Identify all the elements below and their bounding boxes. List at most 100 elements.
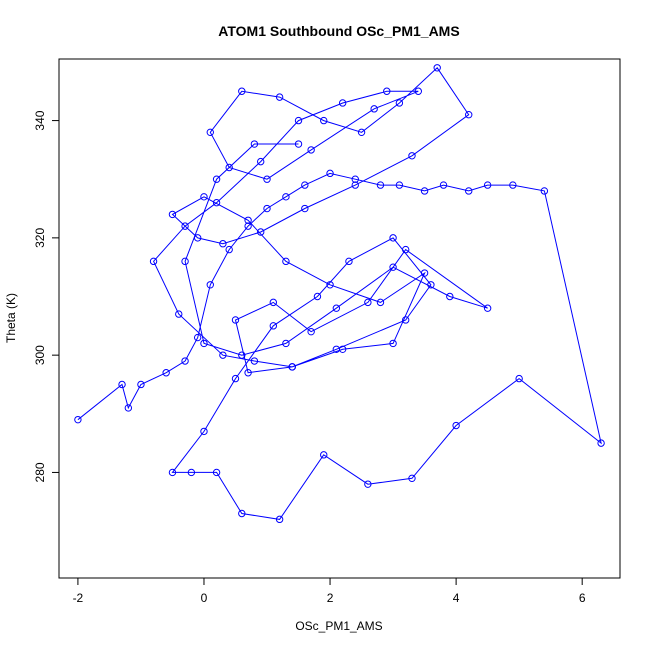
data-point <box>313 292 322 301</box>
data-point <box>137 380 145 389</box>
data-point <box>483 181 492 189</box>
data-point <box>433 64 441 72</box>
data-point <box>376 298 385 307</box>
x-axis: -2 0 2 4 6 <box>73 578 586 605</box>
data-point <box>118 380 126 389</box>
data-point <box>269 322 278 330</box>
y-axis-label: Theta (K) <box>4 293 18 343</box>
data-point <box>301 181 309 189</box>
data-point <box>465 111 473 119</box>
y-axis: 280 300 320 340 <box>33 110 59 482</box>
plot-frame <box>58 58 621 579</box>
data-point <box>212 175 221 183</box>
data-point <box>263 204 271 213</box>
data-point <box>250 140 259 148</box>
data-point <box>408 474 416 483</box>
data-point <box>345 257 353 266</box>
data-point <box>389 234 397 242</box>
data-point <box>238 509 246 518</box>
data-point <box>338 345 347 353</box>
data-point <box>540 187 549 195</box>
data-point <box>181 257 189 266</box>
data-point <box>200 193 208 201</box>
data-point <box>395 99 404 107</box>
data-point <box>420 269 429 277</box>
data-point <box>294 140 303 148</box>
data-point <box>282 339 290 348</box>
data-point <box>212 198 221 207</box>
data-point <box>307 146 315 154</box>
data-point <box>219 351 227 359</box>
data-point <box>389 263 397 271</box>
data-point <box>244 216 252 224</box>
data-point <box>364 298 372 307</box>
data-point <box>263 175 271 183</box>
data-point <box>187 468 196 477</box>
data-point <box>225 163 233 172</box>
data-point <box>175 310 183 318</box>
data-point <box>383 87 391 95</box>
data-point <box>465 187 473 195</box>
x-tick-label-1: 0 <box>201 591 208 605</box>
y-tick-label-3: 340 <box>33 110 47 130</box>
data-point <box>408 152 416 160</box>
data-point <box>320 451 328 459</box>
data-point <box>193 234 202 242</box>
data-point <box>515 374 523 383</box>
data-point <box>231 316 240 324</box>
data-point <box>332 304 341 312</box>
data-point <box>74 415 82 424</box>
data-point <box>288 363 296 371</box>
data-point <box>376 181 385 189</box>
data-point <box>206 128 214 137</box>
x-axis-label: OSc_PM1_AMS <box>295 619 382 633</box>
data-point <box>275 515 284 524</box>
data-point <box>307 327 315 336</box>
data-point <box>414 87 422 95</box>
data-point <box>181 357 189 365</box>
data-point <box>269 298 278 307</box>
series-layer <box>74 64 605 524</box>
y-tick-label-2: 320 <box>33 228 47 248</box>
data-point <box>149 257 158 266</box>
data-point <box>219 240 227 248</box>
data-point <box>357 128 366 137</box>
data-point <box>320 116 328 125</box>
x-tick-label-2: 2 <box>327 591 334 605</box>
data-point <box>452 421 460 430</box>
data-point <box>200 427 208 436</box>
data-point <box>238 351 246 359</box>
data-point <box>282 193 290 201</box>
data-point <box>168 468 177 477</box>
data-point <box>162 369 170 377</box>
data-point <box>257 228 265 236</box>
data-point <box>257 157 265 166</box>
data-point <box>370 105 378 113</box>
data-point <box>193 333 202 342</box>
data-point <box>294 116 303 125</box>
data-point <box>364 480 372 488</box>
data-point <box>338 99 347 107</box>
series-line-0 <box>77 67 602 520</box>
data-point <box>401 245 410 254</box>
data-point <box>509 181 517 189</box>
data-point <box>244 369 252 377</box>
data-point <box>351 175 359 183</box>
data-point <box>181 222 189 230</box>
data-point <box>395 181 404 189</box>
data-point <box>238 87 246 95</box>
data-point <box>446 292 454 301</box>
data-point <box>244 222 252 230</box>
data-point <box>124 404 133 412</box>
data-point <box>483 304 492 312</box>
data-point <box>427 281 435 289</box>
data-point <box>439 181 448 189</box>
data-point <box>250 357 259 365</box>
data-point <box>326 281 334 289</box>
data-point <box>231 374 240 383</box>
data-point <box>401 316 410 324</box>
data-point <box>301 204 309 213</box>
data-point <box>168 210 177 219</box>
x-tick-label-4: 6 <box>579 591 586 605</box>
